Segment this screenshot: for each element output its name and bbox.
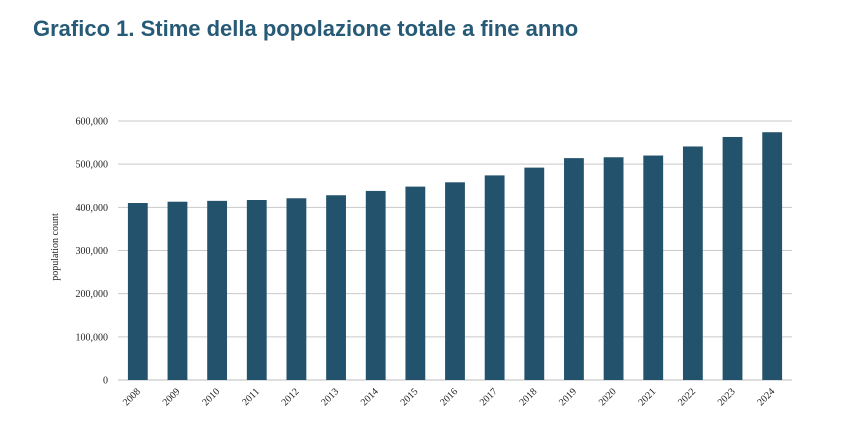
bar-2023 — [722, 136, 743, 380]
x-tick-label: 2019 — [557, 386, 579, 408]
x-tick-labels: 2008 2009 2010 2011 2012 2013 2014 2015 2016 2017… — [121, 386, 777, 408]
x-tick-label: 2013 — [319, 386, 341, 408]
x-tick-label: 2022 — [676, 386, 698, 408]
bar-2017 — [484, 175, 505, 380]
bar-2022 — [682, 146, 703, 380]
y-tick-label: 600,000 — [76, 117, 109, 128]
x-tick-label: 2015 — [399, 386, 421, 408]
x-tick-label: 2016 — [438, 386, 460, 408]
bar-layer — [127, 132, 783, 380]
y-tick-label: 300,000 — [76, 246, 109, 257]
y-axis-label: population count — [50, 213, 61, 281]
x-tick-label: 2017 — [478, 386, 500, 408]
y-tick-labels: 0 100,000 200,000 300,000 400,000 500,000 600,… — [76, 117, 109, 387]
bar-2010 — [207, 200, 228, 380]
bar-2019 — [564, 158, 584, 380]
chart-title: Grafico 1. Stime della popolazione total… — [33, 16, 579, 41]
bar-2012 — [286, 198, 307, 380]
bar-2013 — [326, 195, 346, 380]
x-tick-label: 2011 — [240, 386, 262, 408]
y-tick-label: 100,000 — [76, 332, 109, 343]
bar-2011 — [246, 199, 267, 380]
x-tick-label: 2010 — [200, 386, 222, 408]
bar-2009 — [167, 201, 188, 380]
y-tick-label: 500,000 — [76, 160, 109, 171]
x-tick-label: 2024 — [755, 386, 777, 408]
bar-2008 — [127, 203, 148, 380]
x-tick-label: 2008 — [121, 386, 143, 408]
y-tick-label: 200,000 — [76, 289, 109, 300]
bar-2018 — [524, 167, 545, 380]
y-tick-label: 0 — [103, 376, 108, 387]
x-tick-label: 2014 — [359, 386, 381, 408]
x-tick-label: 2023 — [716, 386, 738, 408]
bar-2024 — [762, 132, 783, 380]
x-tick-label: 2018 — [517, 386, 539, 408]
bar-2016 — [445, 182, 465, 380]
x-tick-label: 2021 — [636, 386, 658, 408]
x-tick-label: 2009 — [161, 386, 183, 408]
y-tick-label: 400,000 — [76, 203, 109, 214]
bar-2021 — [643, 155, 664, 380]
bar-2015 — [405, 186, 426, 380]
bar-2020 — [603, 157, 624, 380]
bar-2014 — [365, 190, 386, 380]
x-tick-label: 2020 — [597, 386, 619, 408]
x-tick-label: 2012 — [280, 386, 302, 408]
